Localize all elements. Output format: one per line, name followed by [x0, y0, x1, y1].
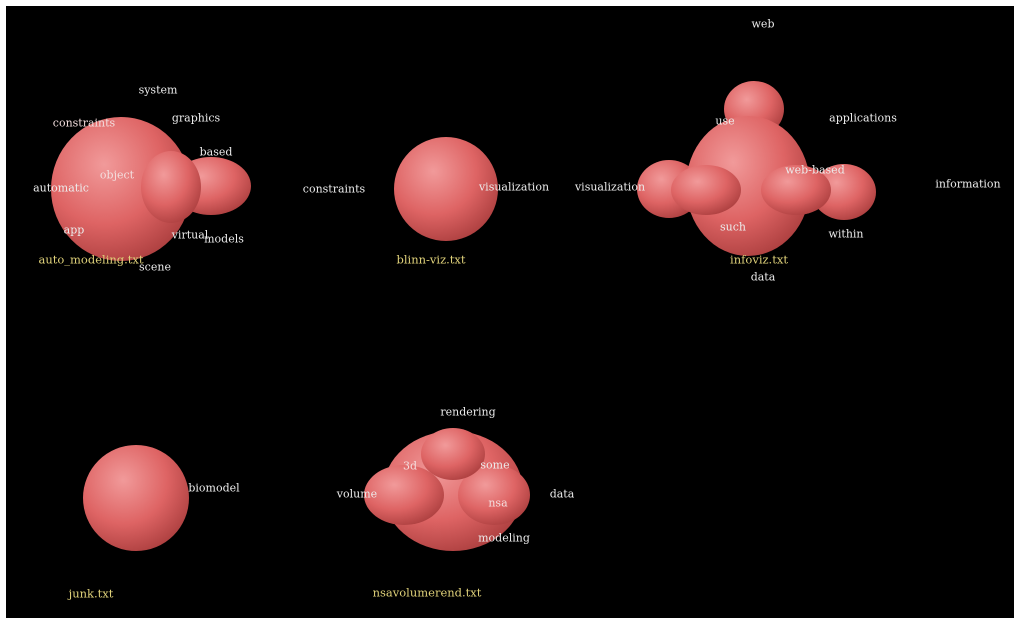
keyword-label: volume: [336, 487, 378, 501]
blob-nsavolumerend[interactable]: [364, 428, 530, 551]
keyword-label: web: [751, 17, 775, 31]
keyword-label: 3d: [402, 459, 418, 473]
keyword-label: rendering: [440, 405, 496, 419]
file-label-junk[interactable]: junk.txt: [68, 586, 114, 601]
keyword-label: models: [204, 232, 244, 246]
blob-blinn-viz[interactable]: [394, 137, 498, 241]
keyword-label: biomodel: [188, 481, 240, 495]
file-label-auto-modeling[interactable]: auto_modeling.txt: [38, 252, 144, 267]
file-label-infoviz[interactable]: infoviz.txt: [730, 252, 788, 267]
keyword-label: system: [138, 83, 178, 97]
keyword-label: scene: [139, 260, 171, 274]
keyword-label: graphics: [171, 111, 221, 125]
keyword-label: information: [935, 177, 1001, 191]
keyword-label: such: [720, 220, 746, 234]
keyword-label: automatic: [33, 181, 89, 195]
keyword-label: use: [715, 114, 735, 128]
keyword-label: constraints: [302, 182, 366, 196]
keyword-label: modeling: [478, 531, 530, 545]
blob-auto-modeling[interactable]: [51, 117, 251, 261]
file-label-blinn-viz[interactable]: blinn-viz.txt: [396, 252, 466, 267]
blob-infoviz[interactable]: [637, 81, 876, 256]
keyword-label: data: [549, 487, 575, 501]
file-label-nsavolumerend[interactable]: nsavolumerend.txt: [372, 585, 482, 600]
keyword-label: data: [750, 270, 776, 284]
keyword-label: applications: [829, 111, 897, 125]
keyword-label: app: [63, 223, 85, 237]
keyword-label: web-based: [785, 163, 845, 177]
3d-viewport[interactable]: system graphics constraints based object…: [6, 6, 1014, 618]
keyword-label: constraints: [52, 116, 116, 130]
keyword-label: visualization: [574, 180, 646, 194]
blob-junk[interactable]: [83, 445, 189, 551]
keyword-label: based: [199, 145, 233, 159]
keyword-label: within: [828, 227, 864, 241]
keyword-label: some: [480, 458, 510, 472]
blob-layer: [51, 81, 876, 551]
keyword-label: visualization: [478, 180, 550, 194]
keyword-label: nsa: [488, 496, 508, 510]
keyword-label: object: [99, 168, 135, 182]
keyword-label: virtual: [171, 228, 209, 242]
